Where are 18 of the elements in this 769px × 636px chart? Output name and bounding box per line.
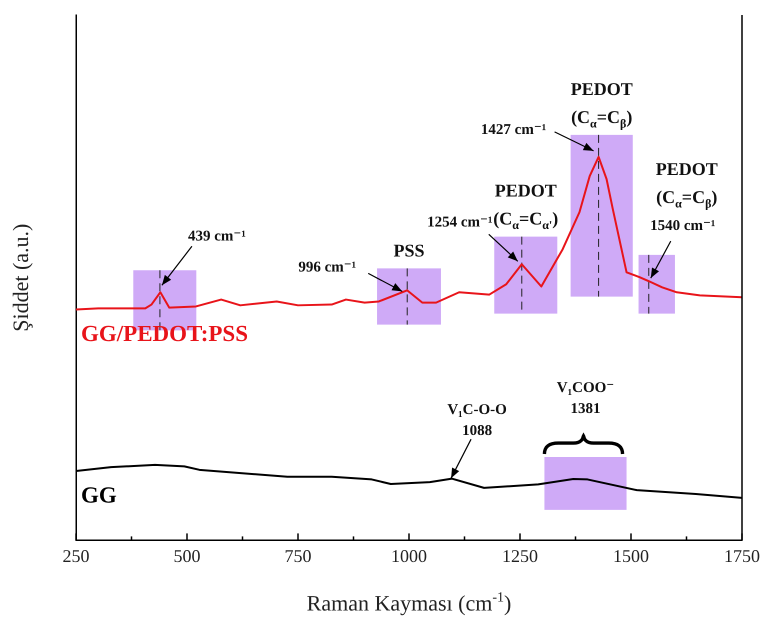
- annotation: 1540 cm⁻¹: [650, 218, 716, 234]
- annotation: 1254 cm⁻¹: [427, 214, 492, 230]
- y-axis-title: Şiddet (a.u.): [8, 224, 33, 332]
- x-tick-label: 1000: [391, 546, 427, 566]
- x-tick-label: 1250: [502, 546, 538, 566]
- band-label: V₁COO⁻ 1381: [556, 380, 614, 418]
- annotation: 439 cm⁻¹: [188, 228, 246, 244]
- annotation: V₁C-O-O 1088: [447, 402, 507, 440]
- x-tick-label: 500: [174, 546, 200, 566]
- annotation: 996 cm⁻¹: [298, 259, 356, 276]
- x-tick-label: 750: [284, 546, 312, 566]
- annotation: 1427 cm⁻¹: [480, 122, 546, 138]
- x-tick-label: 1750: [724, 546, 760, 566]
- x-tick-label: 1500: [613, 546, 649, 566]
- series-label: GG/PEDOT:PSS: [81, 320, 248, 346]
- series-label: GG: [81, 482, 117, 508]
- band-label: PSS: [393, 240, 425, 260]
- x-tick-label: 250: [62, 546, 90, 566]
